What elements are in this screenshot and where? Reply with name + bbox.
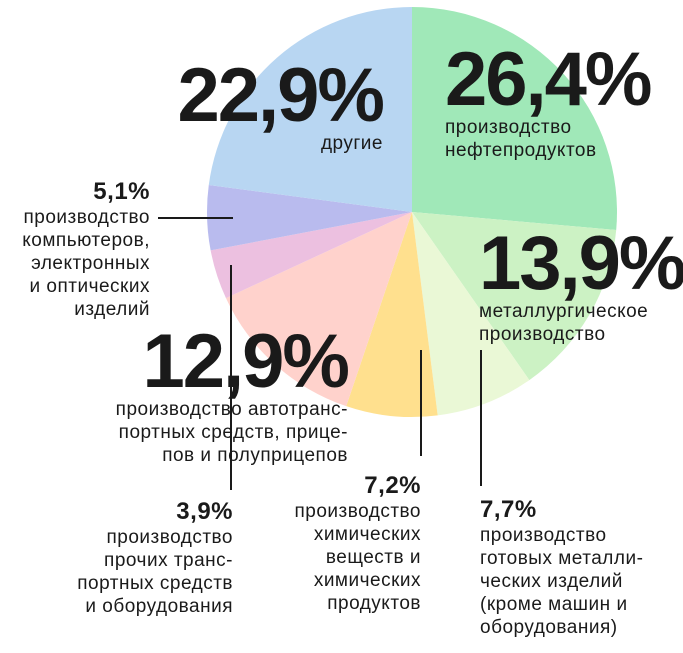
pie-slice-2	[412, 212, 530, 416]
slice-text: веществ и	[325, 547, 421, 568]
label-other-transport: 3,9% производство прочих транс- портных …	[77, 498, 233, 618]
value-label: 3,9%	[176, 498, 233, 525]
label-metal-products: 7,7% производство готовых металли- чески…	[480, 496, 643, 639]
slice-text: оборудования)	[480, 617, 618, 638]
slice-text: компьютеров,	[22, 230, 150, 251]
label-chemicals: 7,2% производство химических веществ и х…	[294, 472, 421, 615]
value-label: 26,4%	[445, 37, 652, 122]
slice-text: (кроме машин и	[480, 594, 628, 615]
pie-slice-1	[412, 212, 617, 381]
slice-text: готовых металли-	[480, 548, 644, 569]
slice-text: изделий	[74, 299, 150, 320]
pie-slice-6	[207, 185, 412, 251]
pie-slice-7	[208, 7, 412, 212]
label-oil: 26,4% производство нефтепродуктов	[445, 37, 652, 162]
slice-text: нефтепродуктов	[445, 140, 597, 161]
slice-text: и оборудования	[85, 596, 233, 617]
pie-slice-0	[412, 7, 617, 231]
slice-text: металлургическое	[479, 301, 649, 322]
value-label: 7,2%	[364, 472, 421, 499]
label-auto: 12,9% производство автотранс- портных ср…	[115, 319, 351, 467]
value-label: 22,9%	[177, 53, 385, 138]
slice-text: продуктов	[327, 593, 421, 614]
slice-text: портных средств	[77, 573, 233, 594]
slice-text: ческих изделий	[480, 571, 623, 592]
label-metallurgy: 13,9% металлургическое производство	[479, 221, 683, 346]
pie-slice-3	[346, 212, 438, 418]
slice-text: производство	[445, 117, 572, 138]
label-other: 22,9% другие	[177, 53, 385, 155]
value-label: 5,1%	[93, 178, 150, 205]
value-label: 12,9%	[142, 319, 351, 404]
slice-text: другие	[320, 133, 383, 154]
slice-text: производство	[23, 207, 150, 228]
slice-text: производство автотранс-	[115, 399, 348, 420]
value-label: 7,7%	[480, 496, 537, 523]
pie-slice-5	[210, 212, 412, 299]
slice-text: производство	[480, 525, 607, 546]
value-label: 13,9%	[479, 221, 683, 306]
label-computers: 5,1% производство компьютеров, электронн…	[22, 178, 150, 321]
pie-slice-4	[225, 212, 412, 407]
slice-text: прочих транс-	[104, 550, 233, 571]
slice-text: электронных	[31, 253, 150, 274]
slice-text: химических	[313, 570, 421, 591]
slice-text: производство	[106, 527, 233, 548]
slice-text: портных средств, прице-	[118, 422, 348, 443]
slice-text: производство	[479, 324, 606, 345]
slice-text: и оптических	[29, 276, 150, 297]
slice-text: производство	[294, 501, 421, 522]
slice-text: пов и полуприцепов	[162, 445, 348, 466]
slice-text: химических	[313, 524, 421, 545]
